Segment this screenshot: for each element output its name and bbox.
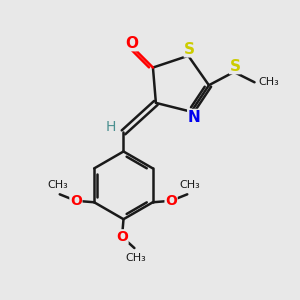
Text: CH₃: CH₃ [125, 253, 146, 263]
Text: O: O [116, 230, 128, 244]
Text: N: N [188, 110, 200, 124]
Text: O: O [125, 36, 138, 51]
Text: S: S [184, 42, 195, 57]
Text: S: S [230, 58, 241, 74]
Text: H: H [106, 120, 116, 134]
Text: O: O [70, 194, 82, 208]
Text: CH₃: CH₃ [258, 77, 279, 87]
Text: CH₃: CH₃ [179, 180, 200, 190]
Text: O: O [165, 194, 177, 208]
Text: CH₃: CH₃ [47, 180, 68, 190]
